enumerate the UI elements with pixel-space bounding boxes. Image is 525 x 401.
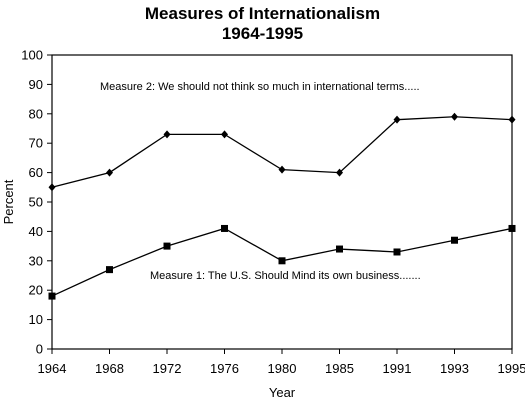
x-tick-label: 1976	[210, 361, 239, 376]
chart-subtitle: 1964-1995	[221, 24, 304, 43]
series-marker-square	[106, 266, 113, 274]
y-tick-label: 70	[29, 136, 43, 151]
series-marker-square	[221, 224, 228, 232]
plot-area-frame	[51, 54, 513, 350]
x-tick-label: 1995	[498, 361, 525, 376]
series-line-1	[51, 116, 513, 188]
x-tick-label: 1968	[95, 361, 124, 376]
y-tick-label: 10	[29, 312, 43, 327]
x-tick-label: 1993	[440, 361, 469, 376]
y-tick-label: 80	[29, 106, 43, 121]
series-marker-square	[508, 224, 516, 232]
y-tick-label: 100	[21, 48, 43, 63]
x-tick-label: 1985	[325, 361, 354, 376]
series-marker-diamond	[221, 130, 228, 139]
series-marker-square	[336, 245, 343, 253]
series-marker-square	[393, 248, 401, 256]
series-marker-square	[163, 242, 171, 250]
series-marker-diamond	[106, 168, 113, 177]
x-tick-label: 1972	[153, 361, 182, 376]
series-marker-diamond	[48, 183, 56, 192]
annotation-measure-1: Measure 1: The U.S. Should Mind its own …	[150, 270, 421, 282]
series-marker-diamond	[393, 115, 401, 124]
y-tick-label: 30	[29, 253, 43, 268]
series-marker-square	[451, 236, 458, 244]
y-tick-label: 60	[29, 165, 43, 180]
x-axis-label: Year	[269, 385, 296, 400]
series-marker-diamond	[508, 115, 516, 124]
y-tick-label: 40	[29, 224, 43, 239]
x-tick-label: 1964	[38, 361, 67, 376]
series-marker-diamond	[278, 165, 286, 174]
x-tick-label: 1980	[268, 361, 297, 376]
annotation-measure-2: Measure 2: We should not think so much i…	[100, 81, 420, 93]
series-marker-square	[48, 292, 56, 300]
series-marker-diamond	[336, 168, 343, 177]
y-tick-label: 20	[29, 283, 43, 298]
y-tick-label: 90	[29, 77, 43, 92]
y-tick-label: 0	[36, 342, 43, 357]
y-axis-label: Percent	[1, 179, 16, 224]
series-marker-diamond	[163, 130, 171, 139]
y-tick-label: 50	[29, 195, 43, 210]
x-tick-label: 1991	[383, 361, 412, 376]
series-marker-square	[278, 257, 286, 265]
chart-title: Measures of Internationalism	[144, 4, 381, 23]
series-marker-diamond	[451, 112, 458, 121]
